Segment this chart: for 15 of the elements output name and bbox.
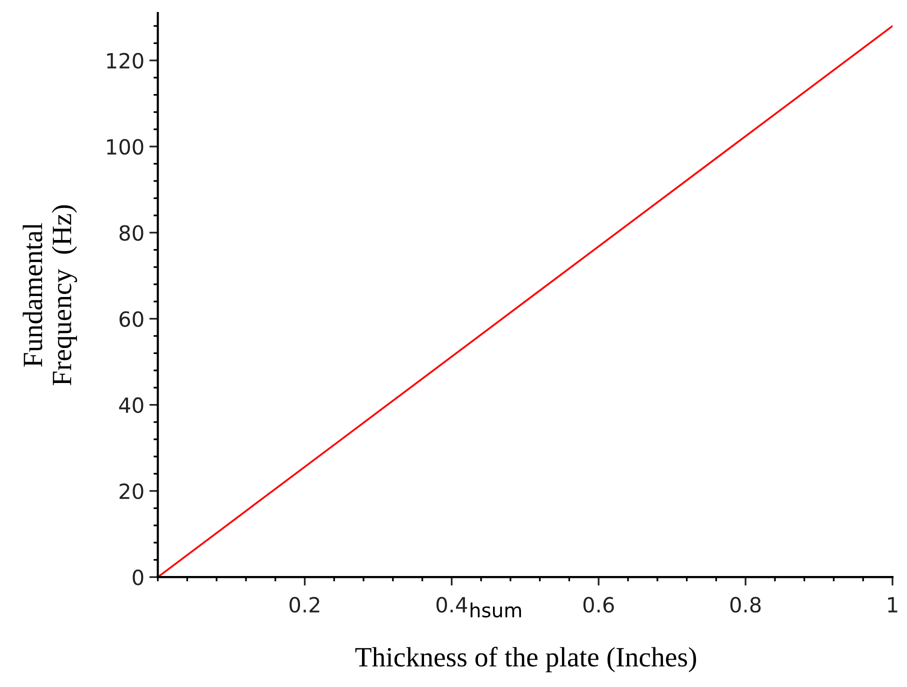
y-tick-label: 40: [119, 397, 144, 414]
x-tick-label: 0.4: [436, 596, 468, 613]
y-tick-label: 0: [132, 570, 144, 586]
text: Thickness of the plate (Inches): [355, 646, 696, 672]
y-axis-title: Fundamental Frequency (Hz): [22, 205, 78, 386]
y-tick-label: 100: [107, 138, 144, 155]
y-tick-label: 80: [120, 225, 144, 241]
x-tick-label: 0.8: [730, 596, 761, 613]
x-tick-label: 1: [888, 597, 898, 612]
y-tick-label: 20: [120, 483, 144, 500]
x-tick-label: 0.6: [583, 596, 614, 613]
x-axis-title: hsum: [470, 602, 521, 618]
x-tick-label: 0.2: [290, 596, 320, 613]
y-tick-label: 60: [120, 311, 144, 327]
y-tick-label: 120: [107, 52, 144, 69]
